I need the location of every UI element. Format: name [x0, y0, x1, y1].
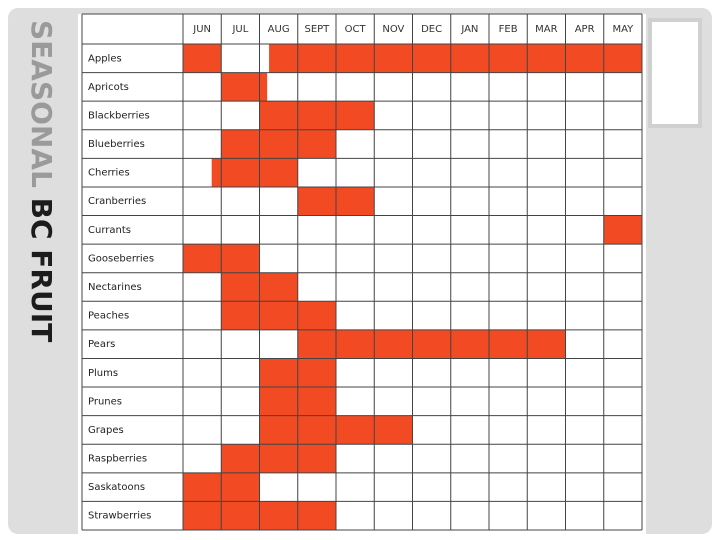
season-fill	[297, 186, 336, 216]
season-fill	[259, 415, 298, 445]
season-fill	[412, 44, 451, 73]
season-fill	[527, 329, 566, 359]
season-fill	[297, 101, 336, 130]
decor-box	[648, 18, 702, 128]
season-fill	[211, 158, 222, 187]
season-fill	[221, 444, 260, 473]
season-fill	[412, 329, 451, 359]
fruit-name: Currants	[88, 225, 131, 236]
season-fill	[297, 129, 336, 159]
fruit-name: Cherries	[88, 168, 130, 179]
season-fill	[603, 215, 642, 245]
season-fill	[374, 44, 413, 73]
season-fill	[221, 244, 260, 273]
month-header: OCT	[345, 24, 367, 35]
season-fill	[221, 301, 260, 330]
month-header: JUN	[192, 24, 211, 35]
season-fill	[527, 44, 566, 73]
season-fill	[450, 44, 489, 73]
season-fill	[221, 272, 260, 302]
fruit-name: Plums	[88, 368, 118, 379]
season-fill	[259, 72, 268, 102]
table: Apples Apricots Blackberries Blueberries Che…	[81, 13, 643, 531]
month-header: MAY	[612, 24, 634, 35]
month-header: JUL	[231, 24, 248, 35]
season-fill	[183, 472, 222, 502]
fruit-name: Blueberries	[88, 139, 145, 150]
season-fill	[297, 44, 336, 73]
season-fill	[297, 415, 336, 445]
season-fill	[450, 329, 489, 359]
season-fill	[297, 358, 336, 388]
season-fill	[374, 329, 413, 359]
month-header: NOV	[382, 24, 404, 35]
season-fill	[259, 444, 298, 473]
fruit-name: Apples	[88, 53, 122, 64]
season-fill	[259, 158, 298, 187]
fruit-name: Prunes	[88, 396, 122, 407]
month-header: FEB	[499, 24, 518, 35]
fruit-name: Blackberries	[88, 110, 150, 121]
season-fill	[336, 186, 375, 216]
month-header: APR	[575, 24, 595, 35]
season-fill	[297, 301, 336, 330]
title-dark: BC FRUIT	[25, 198, 58, 343]
month-header: AUG	[268, 24, 290, 35]
season-fill	[183, 44, 222, 73]
season-fill	[489, 44, 528, 73]
season-fill	[221, 72, 260, 102]
season-fill	[336, 101, 375, 130]
fruit-name: Strawberries	[88, 511, 151, 522]
title: SEASONAL BC FRUIT	[25, 20, 58, 342]
fruit-name: Gooseberries	[88, 253, 154, 264]
fruit-name: Pears	[88, 339, 115, 350]
month-header: DEC	[421, 24, 442, 35]
fruit-name: Peaches	[88, 311, 129, 322]
season-fill	[297, 329, 336, 359]
season-fill	[183, 244, 222, 273]
season-fill	[489, 329, 528, 359]
season-fill	[269, 44, 298, 73]
season-fill	[297, 444, 336, 473]
season-fill	[259, 129, 298, 159]
season-fill	[336, 415, 375, 445]
season-fill	[221, 129, 260, 159]
season-fill	[297, 501, 336, 530]
title-light: SEASONAL	[25, 20, 58, 188]
season-fill	[374, 415, 413, 445]
month-header: MAR	[535, 24, 557, 35]
fruit-name: Raspberries	[88, 454, 147, 465]
season-fill	[336, 329, 375, 359]
fruit-name: Cranberries	[88, 196, 146, 207]
fruit-name: Apricots	[88, 82, 129, 93]
season-fill	[259, 272, 298, 302]
season-fill	[565, 44, 604, 73]
season-fill	[259, 387, 298, 416]
season-fill	[259, 301, 298, 330]
season-fill	[259, 501, 298, 530]
month-header: JAN	[460, 24, 478, 35]
season-fill	[297, 387, 336, 416]
season-fill	[221, 472, 260, 502]
season-fill	[183, 501, 222, 530]
table-panel	[78, 14, 646, 534]
month-header: SEPT	[304, 24, 330, 35]
season-fill	[259, 358, 298, 388]
season-fill	[603, 44, 642, 73]
season-fill	[336, 44, 375, 73]
season-fill	[221, 501, 260, 530]
season-fill	[259, 101, 298, 130]
fruit-name: Saskatoons	[88, 482, 145, 493]
fruit-name: Grapes	[88, 425, 124, 436]
season-fill	[221, 158, 260, 187]
fruit-name: Nectarines	[88, 282, 142, 293]
